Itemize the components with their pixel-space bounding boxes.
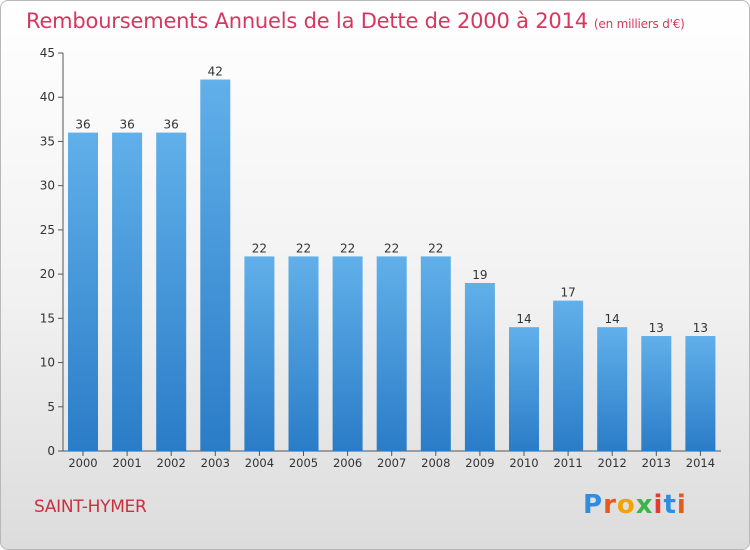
x-tick-label: 2005 <box>289 456 318 470</box>
x-tick-label: 2006 <box>333 456 362 470</box>
y-tick-label: 25 <box>40 223 55 237</box>
x-tick-label: 2013 <box>642 456 671 470</box>
x-tick-label: 2007 <box>377 456 406 470</box>
bar <box>553 300 584 451</box>
bar <box>597 327 628 451</box>
y-tick-label: 30 <box>40 179 55 193</box>
bar <box>376 256 407 451</box>
y-tick-label: 20 <box>40 267 55 281</box>
y-tick-label: 10 <box>40 356 55 370</box>
bar-value-label: 22 <box>340 241 355 255</box>
bar <box>685 336 716 451</box>
bar-value-label: 13 <box>693 321 708 335</box>
x-tick-label: 2012 <box>598 456 627 470</box>
x-tick-label: 2010 <box>509 456 538 470</box>
bar <box>244 256 275 451</box>
logo-letter: o <box>616 490 636 520</box>
bar-value-label: 13 <box>649 321 664 335</box>
x-tick-label: 2002 <box>157 456 186 470</box>
bar-value-label: 14 <box>605 312 620 326</box>
bar <box>200 79 231 452</box>
bar-value-label: 17 <box>560 286 575 300</box>
bar-value-label: 22 <box>296 241 311 255</box>
x-tick-label: 2011 <box>553 456 582 470</box>
x-tick-label: 2001 <box>112 456 141 470</box>
logo-letter: i <box>676 490 687 520</box>
commune-name: SAINT-HYMER <box>34 497 147 517</box>
bar <box>68 132 98 451</box>
bar-value-label: 22 <box>428 241 443 255</box>
bar <box>332 256 363 451</box>
logo-letter: i <box>653 490 664 520</box>
y-tick-label: 5 <box>47 400 55 414</box>
bar <box>288 256 319 451</box>
logo-letter: r <box>603 490 617 520</box>
x-tick-label: 2008 <box>421 456 450 470</box>
bar-value-label: 22 <box>384 241 399 255</box>
y-tick-label: 15 <box>40 311 55 325</box>
chart-title: Remboursements Annuels de la Dette de 20… <box>26 9 685 33</box>
bar <box>156 132 187 451</box>
proxiti-logo: Proxiti <box>583 490 687 520</box>
bar-value-label: 14 <box>516 312 531 326</box>
y-tick-label: 40 <box>40 90 55 104</box>
logo-letter: P <box>583 490 604 520</box>
bar-value-label: 36 <box>75 118 90 132</box>
bar <box>509 327 539 451</box>
bar-value-label: 19 <box>472 268 487 282</box>
logo-letter: t <box>663 490 677 520</box>
y-tick-label: 0 <box>47 444 55 458</box>
logo-letter: x <box>635 490 654 520</box>
bar <box>420 256 451 451</box>
chart-unit: (en milliers d'€) <box>593 17 685 31</box>
x-tick-label: 2000 <box>68 456 97 470</box>
bar-value-label: 42 <box>208 65 223 79</box>
x-tick-label: 2004 <box>245 456 274 470</box>
bar <box>641 336 672 451</box>
x-tick-label: 2009 <box>465 456 494 470</box>
bar-value-label: 36 <box>164 118 179 132</box>
y-tick-label: 35 <box>40 134 55 148</box>
bar <box>112 132 143 451</box>
y-tick-label: 45 <box>40 46 55 60</box>
bar-value-label: 22 <box>252 241 267 255</box>
x-tick-label: 2014 <box>686 456 715 470</box>
chart-title-text: Remboursements Annuels de la Dette de 20… <box>26 9 588 33</box>
x-tick-label: 2003 <box>201 456 230 470</box>
bar-value-label: 36 <box>119 118 134 132</box>
bar <box>464 282 495 451</box>
